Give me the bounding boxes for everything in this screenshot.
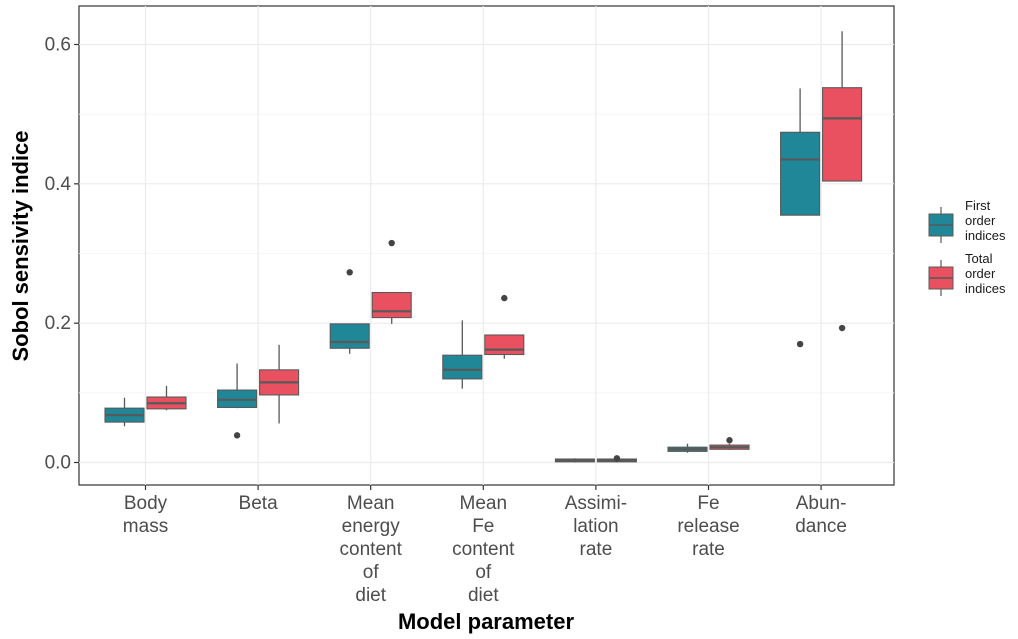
x-tick-label: Assimi-lation rate [565, 493, 627, 560]
outlier-point [796, 340, 804, 348]
box-total-order [822, 31, 863, 332]
box-first-order [780, 88, 821, 348]
grid [79, 6, 894, 485]
x-tick-label-line: Body [124, 493, 168, 514]
outlier-point [388, 239, 395, 247]
x-tick-label-line: release [677, 516, 739, 537]
x-tick-label-line: diet [468, 585, 499, 606]
outlier-point [613, 455, 621, 462]
legend-label-line: order [965, 213, 996, 228]
x-tick-label-line: rate [692, 539, 725, 560]
box-total-order [259, 344, 300, 424]
y-tick-label: 0.0 [45, 453, 71, 474]
x-tick-label-line: Fe [472, 516, 494, 537]
outlier-point [233, 432, 241, 439]
x-tick-label-line: Abun- [796, 493, 847, 514]
x-tick-label: Beta [239, 493, 279, 514]
x-tick-label-line: content [452, 539, 515, 560]
box-body [780, 131, 821, 216]
box-first-order [104, 397, 145, 427]
legend-item-first-order: First order indices [928, 198, 1006, 243]
x-tick-label: Body mass [123, 493, 168, 537]
x-tick-label-line: content [340, 539, 403, 560]
x-tick-label: Mean Fe content of diet [452, 493, 515, 606]
x-tick-label: Fe release rate [677, 493, 739, 560]
box-total-order [146, 385, 187, 411]
x-tick-label-line: of [363, 562, 380, 583]
legend-label-line: indices [965, 228, 1006, 243]
box-first-order [217, 363, 258, 439]
y-tick-label: 0.6 [45, 35, 71, 56]
x-axis-title: Model parameter [398, 609, 574, 634]
boxes [104, 31, 863, 463]
box-body [371, 291, 412, 319]
box-first-order [329, 269, 370, 354]
x-tick-label-line: diet [355, 585, 386, 606]
y-tick-label: 0.2 [45, 313, 71, 334]
x-tick-label-line: Mean [347, 493, 395, 514]
y-axis: 0.0 0.2 0.4 0.6 [45, 35, 79, 474]
box-body [484, 334, 525, 356]
outlier-point [726, 437, 733, 444]
legend-label: First order indices [965, 198, 1006, 243]
box-body [329, 323, 370, 349]
x-tick-label-line: energy [342, 516, 401, 537]
x-tick-label-line: lation [573, 516, 618, 537]
x-tick-label-line: Fe [697, 493, 719, 514]
x-tick-label: Abun-dance [795, 493, 847, 537]
box-total-order [596, 455, 637, 463]
outlier-point [838, 324, 846, 332]
x-tick-label: Mean energy content of diet [340, 493, 403, 606]
outlier-point [346, 269, 353, 276]
box-body [442, 354, 483, 380]
box-total-order [484, 294, 525, 359]
legend-label-line: Total [965, 251, 993, 266]
box-first-order [667, 443, 708, 453]
x-tick-label-line: Mean [460, 493, 508, 514]
legend-label-line: order [965, 266, 996, 281]
y-tick-label: 0.4 [45, 174, 72, 195]
box-first-order [442, 320, 483, 389]
box-total-order [371, 239, 412, 324]
plot-panel [78, 5, 895, 486]
x-tick-label-line: dance [795, 516, 847, 537]
legend-label-line: indices [965, 281, 1006, 296]
x-tick-label-line: Assimi- [565, 493, 627, 514]
x-tick-label-line: of [475, 562, 492, 583]
x-tick-label-line: Beta [239, 493, 279, 514]
y-axis-title: Sobol sensivity indice [8, 130, 33, 361]
box-body [822, 87, 863, 182]
outlier-point [501, 294, 508, 302]
x-tick-label-line: mass [123, 516, 168, 537]
legend-label: Total order indices [965, 251, 1006, 296]
x-tick-label-line: rate [580, 539, 613, 560]
box-total-order [709, 437, 750, 450]
box-first-order [554, 458, 595, 463]
legend-item-total-order: Total order indices [928, 251, 1006, 296]
legend-label-line: First [965, 198, 991, 213]
